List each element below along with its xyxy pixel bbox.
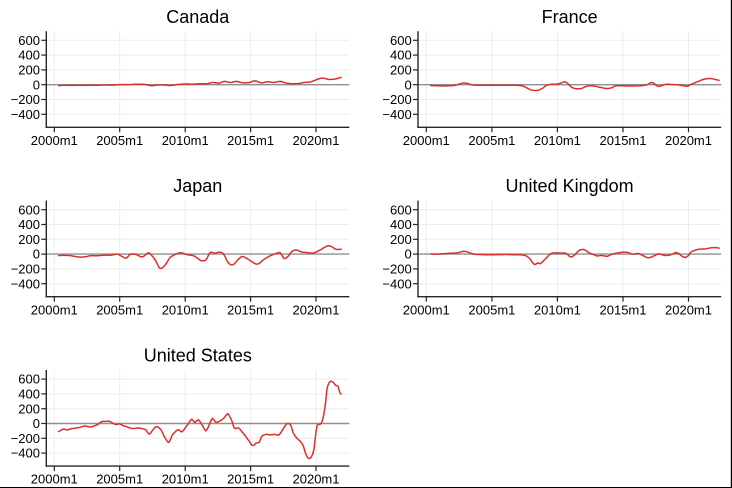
svg-text:2020m1: 2020m1 bbox=[665, 133, 712, 148]
svg-text:400: 400 bbox=[390, 217, 412, 232]
svg-text:−400: −400 bbox=[11, 276, 40, 291]
svg-text:2005m1: 2005m1 bbox=[96, 302, 143, 317]
svg-text:2015m1: 2015m1 bbox=[227, 133, 274, 148]
svg-text:2010m1: 2010m1 bbox=[162, 302, 209, 317]
svg-text:2000m1: 2000m1 bbox=[403, 302, 450, 317]
svg-text:2000m1: 2000m1 bbox=[403, 133, 450, 148]
svg-text:2020m1: 2020m1 bbox=[293, 302, 340, 317]
svg-text:2010m1: 2010m1 bbox=[534, 133, 581, 148]
svg-text:2010m1: 2010m1 bbox=[162, 472, 209, 487]
svg-text:2015m1: 2015m1 bbox=[600, 302, 647, 317]
svg-text:2005m1: 2005m1 bbox=[96, 472, 143, 487]
svg-text:2020m1: 2020m1 bbox=[293, 133, 340, 148]
svg-text:2020m1: 2020m1 bbox=[665, 302, 712, 317]
svg-text:Canada: Canada bbox=[166, 7, 230, 27]
svg-text:600: 600 bbox=[390, 202, 412, 217]
svg-text:600: 600 bbox=[390, 33, 412, 48]
svg-text:200: 200 bbox=[390, 63, 412, 78]
svg-text:United States: United States bbox=[144, 346, 252, 366]
svg-text:2000m1: 2000m1 bbox=[31, 133, 78, 148]
svg-text:Japan: Japan bbox=[173, 176, 222, 196]
svg-text:200: 200 bbox=[18, 232, 40, 247]
svg-text:0: 0 bbox=[404, 77, 411, 92]
svg-text:2000m1: 2000m1 bbox=[31, 302, 78, 317]
svg-text:600: 600 bbox=[18, 202, 40, 217]
svg-text:400: 400 bbox=[18, 387, 40, 402]
svg-text:2005m1: 2005m1 bbox=[468, 133, 515, 148]
svg-text:2010m1: 2010m1 bbox=[534, 302, 581, 317]
svg-text:0: 0 bbox=[33, 77, 40, 92]
svg-text:2015m1: 2015m1 bbox=[227, 302, 274, 317]
svg-text:United Kingdom: United Kingdom bbox=[506, 176, 634, 196]
svg-text:−200: −200 bbox=[382, 92, 411, 107]
svg-text:2010m1: 2010m1 bbox=[162, 133, 209, 148]
svg-text:200: 200 bbox=[18, 63, 40, 78]
svg-text:−400: −400 bbox=[11, 446, 40, 461]
svg-text:200: 200 bbox=[18, 401, 40, 416]
svg-text:−200: −200 bbox=[11, 92, 40, 107]
svg-text:−400: −400 bbox=[382, 276, 411, 291]
svg-text:600: 600 bbox=[18, 33, 40, 48]
svg-text:400: 400 bbox=[18, 217, 40, 232]
svg-text:2015m1: 2015m1 bbox=[600, 133, 647, 148]
svg-text:−400: −400 bbox=[382, 107, 411, 122]
svg-text:600: 600 bbox=[18, 372, 40, 387]
svg-text:−200: −200 bbox=[11, 262, 40, 277]
svg-text:400: 400 bbox=[18, 48, 40, 63]
svg-text:−200: −200 bbox=[382, 262, 411, 277]
svg-text:0: 0 bbox=[33, 247, 40, 262]
svg-text:2020m1: 2020m1 bbox=[293, 472, 340, 487]
svg-text:−200: −200 bbox=[11, 431, 40, 446]
svg-text:−400: −400 bbox=[11, 107, 40, 122]
svg-text:0: 0 bbox=[33, 416, 40, 431]
svg-text:200: 200 bbox=[390, 232, 412, 247]
svg-text:2005m1: 2005m1 bbox=[96, 133, 143, 148]
svg-text:2015m1: 2015m1 bbox=[227, 472, 274, 487]
svg-text:2005m1: 2005m1 bbox=[468, 302, 515, 317]
svg-text:France: France bbox=[542, 7, 598, 27]
svg-text:0: 0 bbox=[404, 247, 411, 262]
svg-text:400: 400 bbox=[390, 48, 412, 63]
svg-text:2000m1: 2000m1 bbox=[31, 472, 78, 487]
